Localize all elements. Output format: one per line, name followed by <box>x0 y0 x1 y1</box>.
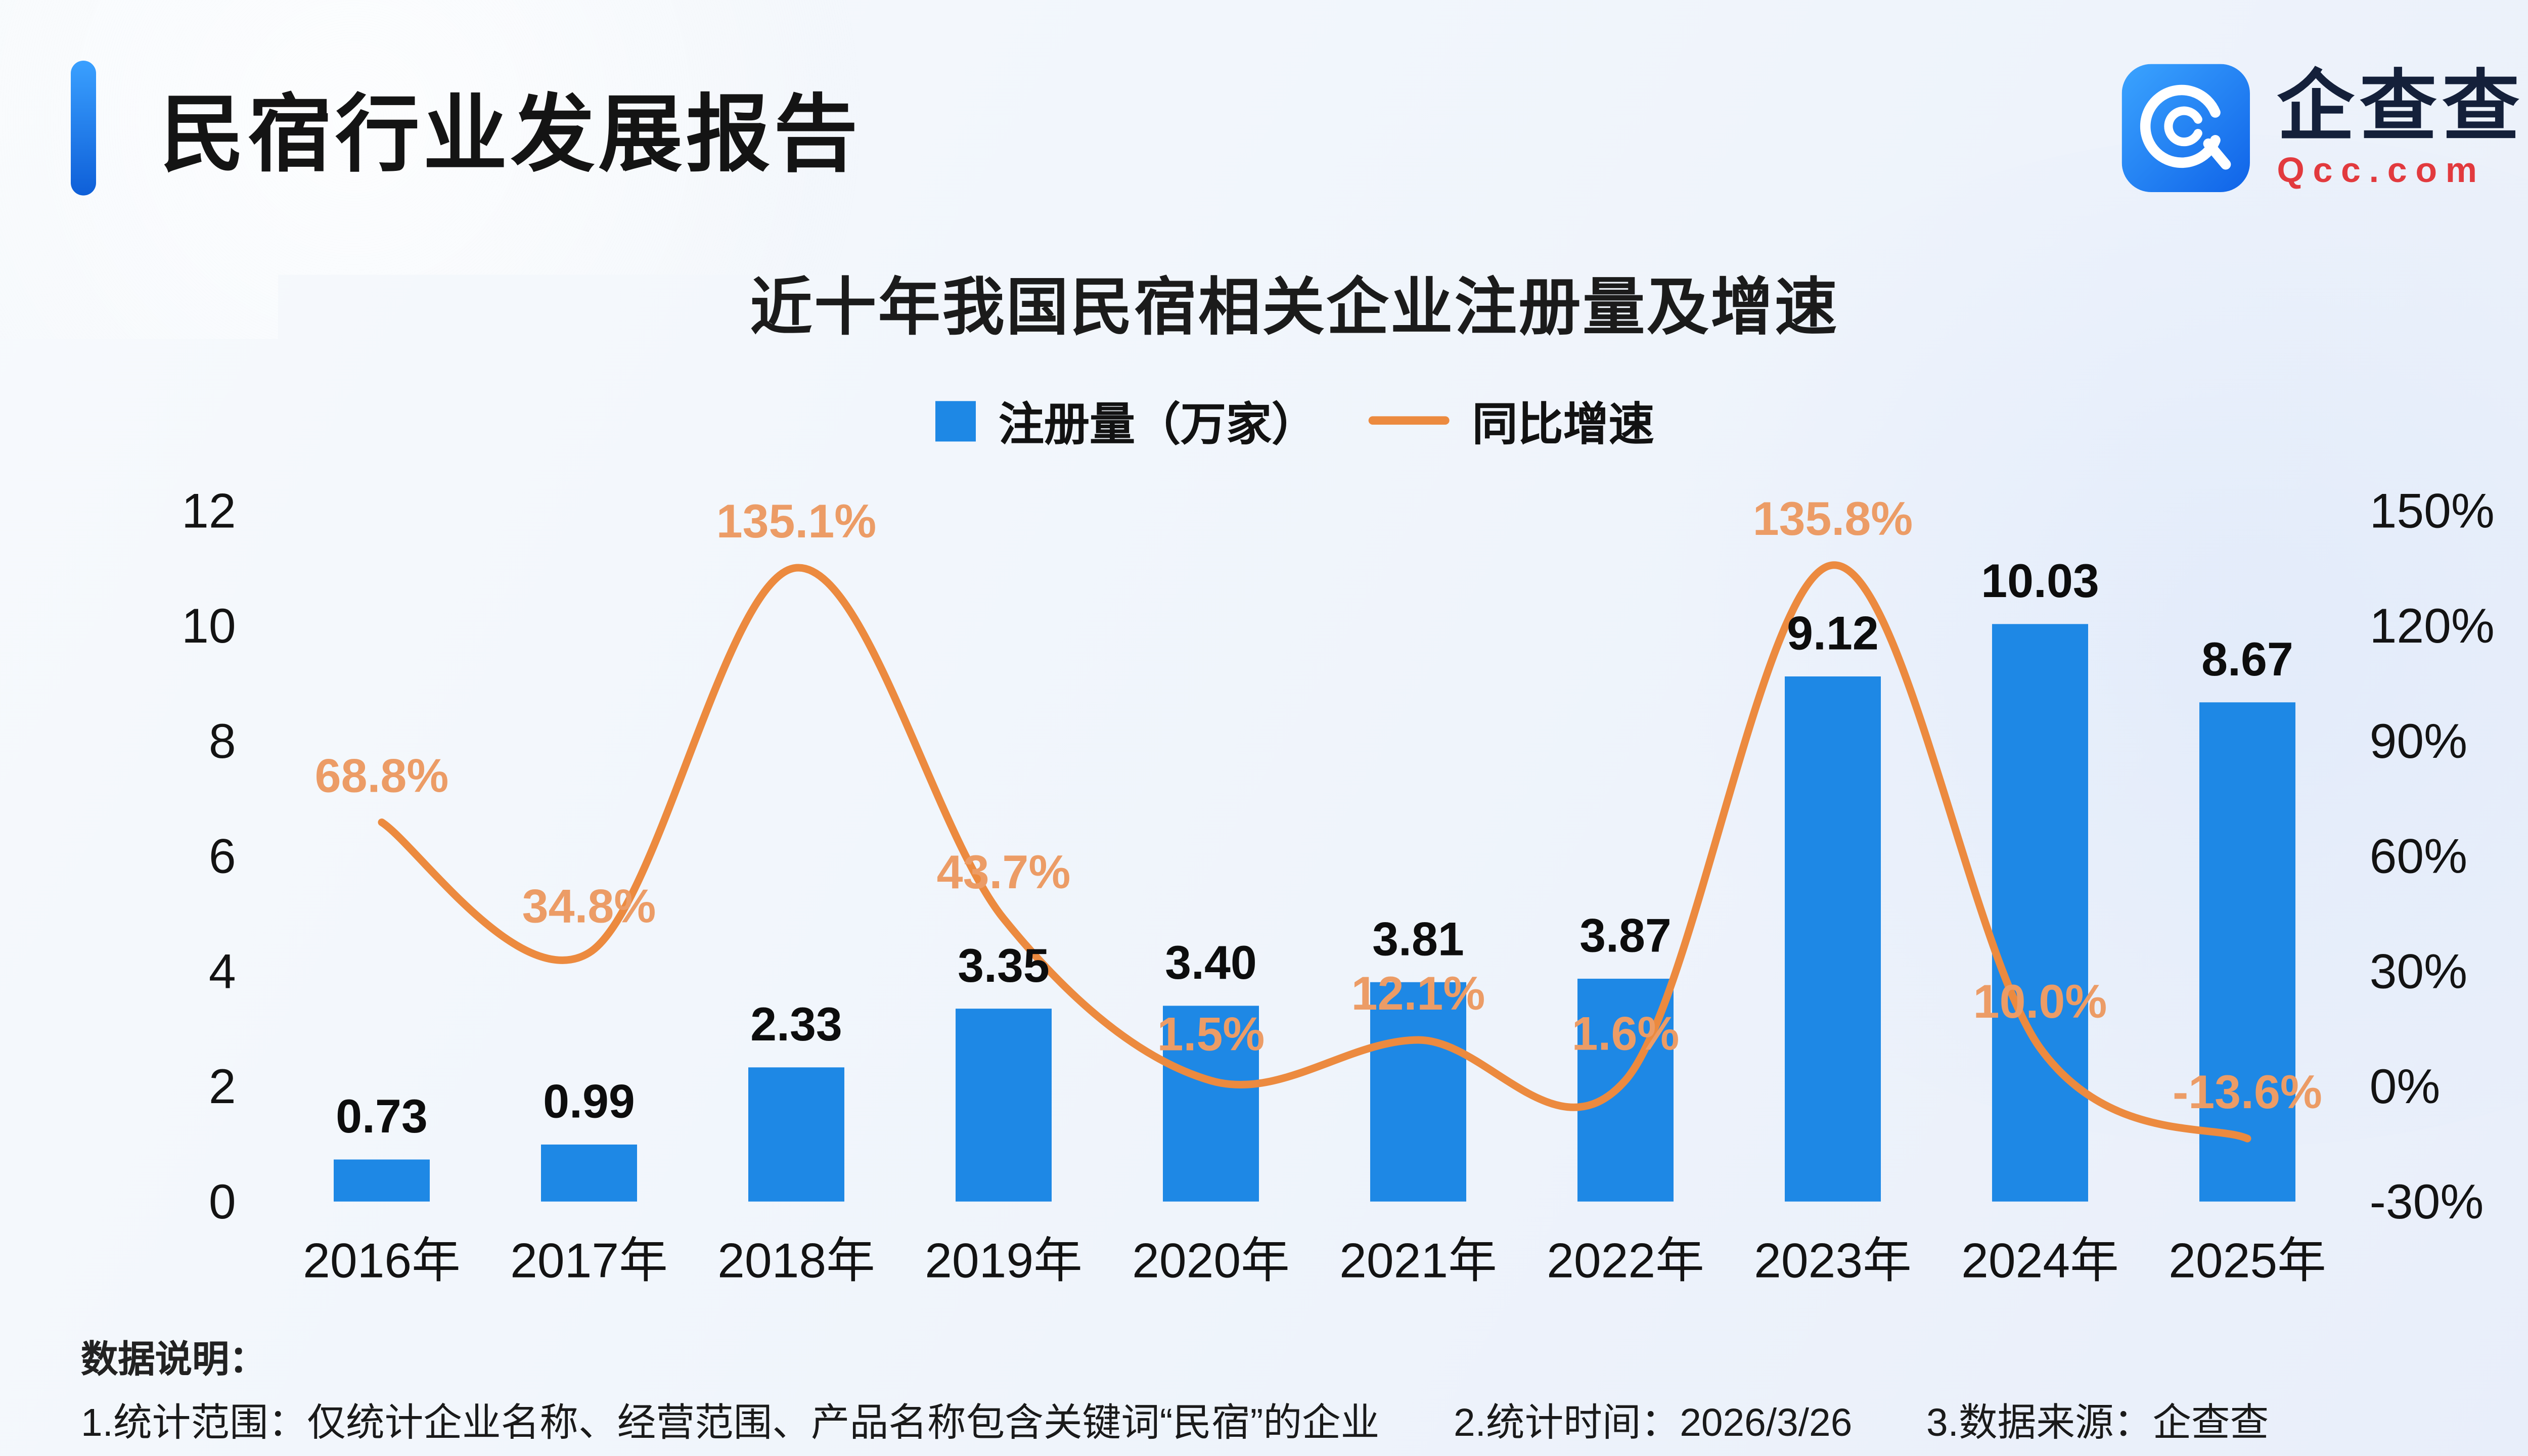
legend-item-line: 同比增速 <box>1368 388 1654 453</box>
bar-value-label: 0.99 <box>543 1075 635 1128</box>
growth-value-label: 12.1% <box>1351 967 1485 1020</box>
x-axis-label: 2022年 <box>1547 1234 1704 1288</box>
x-axis-label: 2018年 <box>717 1234 875 1288</box>
bar-2018年 <box>748 1067 844 1201</box>
growth-value-label: 135.1% <box>716 495 877 548</box>
left-axis-tick: 0 <box>209 1174 236 1229</box>
x-axis-label: 2017年 <box>510 1234 668 1288</box>
legend-item-bars: 注册量（万家） <box>934 388 1317 453</box>
left-axis-tick: 4 <box>209 944 236 998</box>
brand-domain: Qcc.com <box>2277 152 2524 192</box>
line-series-swatch <box>1368 416 1449 425</box>
right-axis-tick: 60% <box>2370 829 2467 884</box>
x-axis-label: 2019年 <box>925 1234 1082 1288</box>
right-axis-tick: 120% <box>2370 599 2495 653</box>
growth-value-label: 34.8% <box>522 880 656 933</box>
growth-value-label: 1.6% <box>1572 1008 1680 1060</box>
note-time: 2.统计时间：2026/3/26 <box>1454 1390 1852 1447</box>
x-axis-label: 2025年 <box>2169 1234 2326 1288</box>
combo-chart: 0 2 4 6 8 10 12 -30% 0% 30% 60% 90% 120% 150% 2016年 201… <box>0 0 2528 1456</box>
right-axis-tick: 90% <box>2370 714 2467 768</box>
left-axis-tick: 10 <box>182 599 236 653</box>
bar-value-label: 3.40 <box>1165 936 1257 989</box>
bar-value-label: 3.35 <box>958 939 1050 992</box>
left-axis-tick: 6 <box>209 829 236 884</box>
bar-series-swatch <box>934 400 975 441</box>
bar-value-label: 8.67 <box>2201 633 2293 686</box>
chart-legend: 注册量（万家） 同比增速 <box>0 388 2528 453</box>
bar-2025年 <box>2199 702 2295 1201</box>
chart-title: 近十年我国民宿相关企业注册量及增速 <box>0 256 2528 347</box>
note-scope: 1.统计范围：仅统计企业名称、经营范围、产品名称包含关键词“民宿”的企业 <box>81 1390 1379 1447</box>
bar-value-label: 2.33 <box>750 998 842 1051</box>
x-axis-label: 2016年 <box>303 1234 461 1288</box>
brand-name: 企查查 <box>2277 64 2524 149</box>
bar-value-label: 0.73 <box>336 1090 428 1143</box>
growth-rate-line <box>382 565 2247 1139</box>
bar-2023年 <box>1785 676 1881 1202</box>
report-header: 民宿行业发展报告 <box>71 61 861 196</box>
report-page: 0 2 4 6 8 10 12 -30% 0% 30% 60% 90% 120% 150% 2016年 201… <box>0 0 2528 1456</box>
bar-2017年 <box>541 1145 637 1202</box>
right-axis-tick: -30% <box>2370 1174 2484 1229</box>
bar-2019年 <box>956 1009 1052 1202</box>
title-accent-bar <box>71 61 96 196</box>
note-source: 3.数据来源：企查查 <box>1926 1390 2269 1447</box>
bar-value-label: 10.03 <box>1981 555 2099 607</box>
left-axis-tick: 2 <box>209 1059 236 1114</box>
right-axis-tick: 150% <box>2370 483 2495 538</box>
bar-value-label: 3.81 <box>1372 913 1464 965</box>
x-axis-label: 2020年 <box>1132 1234 1290 1288</box>
bar-value-label: 9.12 <box>1787 607 1879 660</box>
x-axis-label: 2024年 <box>1961 1234 2119 1288</box>
left-axis-tick: 8 <box>209 714 236 768</box>
growth-value-label: 10.0% <box>1973 975 2107 1028</box>
growth-value-label: 135.8% <box>1753 492 1913 545</box>
growth-value-label: -13.6% <box>2173 1066 2322 1118</box>
bar-value-label: 3.87 <box>1579 909 1672 962</box>
line-series-label: 同比增速 <box>1472 388 1654 453</box>
growth-value-label: 43.7% <box>937 846 1071 898</box>
left-axis-tick: 12 <box>182 483 236 538</box>
data-notes-heading: 数据说明： <box>81 1330 266 1384</box>
right-axis-tick: 30% <box>2370 944 2467 998</box>
brand-text: 企查查 Qcc.com <box>2277 64 2524 192</box>
data-notes: 1.统计范围：仅统计企业名称、经营范围、产品名称包含关键词“民宿”的企业 2.统… <box>81 1390 2269 1447</box>
right-axis-tick: 0% <box>2370 1059 2441 1114</box>
growth-value-label: 68.8% <box>315 750 449 802</box>
x-axis-label: 2021年 <box>1339 1234 1497 1288</box>
bar-series-label: 注册量（万家） <box>999 388 1317 453</box>
growth-value-label: 1.5% <box>1157 1008 1265 1060</box>
x-axis-label: 2023年 <box>1754 1234 1912 1288</box>
bar-2016年 <box>334 1160 430 1202</box>
qcc-logo: 企查查 Qcc.com <box>2122 64 2525 192</box>
qcc-logo-icon <box>2122 64 2250 192</box>
bar-2024年 <box>1992 624 2088 1201</box>
page-title: 民宿行业发展报告 <box>160 67 862 189</box>
